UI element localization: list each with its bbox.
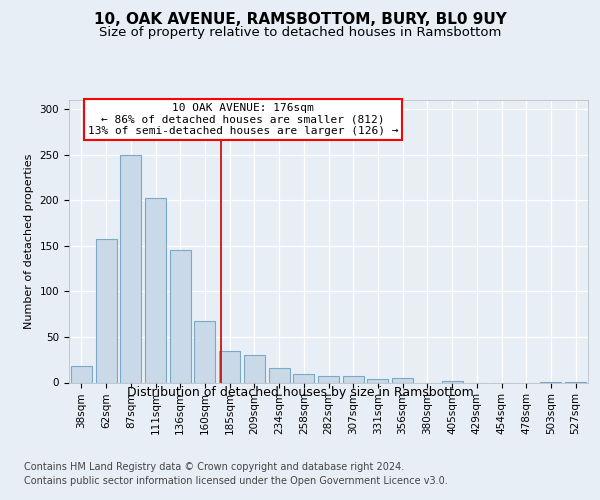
Bar: [95, 240, 116, 382]
Text: Contains public sector information licensed under the Open Government Licence v3: Contains public sector information licen…: [24, 476, 448, 486]
Text: Size of property relative to detached houses in Ramsbottom: Size of property relative to detached ho…: [99, 26, 501, 39]
Bar: [343, 376, 364, 382]
Text: 10, OAK AVENUE, RAMSBOTTOM, BURY, BL0 9UY: 10, OAK AVENUE, RAMSBOTTOM, BURY, BL0 9U…: [94, 12, 506, 28]
Text: Distribution of detached houses by size in Ramsbottom: Distribution of detached houses by size …: [127, 386, 473, 399]
Bar: [170, 250, 191, 382]
Bar: [318, 376, 339, 382]
Bar: [244, 355, 265, 382]
Bar: [367, 379, 388, 382]
Bar: [442, 380, 463, 382]
Text: Contains HM Land Registry data © Crown copyright and database right 2024.: Contains HM Land Registry data © Crown c…: [24, 462, 404, 472]
Bar: [269, 368, 290, 382]
Bar: [219, 350, 240, 382]
Text: 10 OAK AVENUE: 176sqm
← 86% of detached houses are smaller (812)
13% of semi-det: 10 OAK AVENUE: 176sqm ← 86% of detached …: [88, 103, 398, 136]
Bar: [194, 320, 215, 382]
Bar: [293, 374, 314, 382]
Bar: [120, 154, 141, 382]
Y-axis label: Number of detached properties: Number of detached properties: [24, 154, 34, 329]
Bar: [71, 366, 92, 382]
Bar: [145, 198, 166, 382]
Bar: [392, 378, 413, 382]
